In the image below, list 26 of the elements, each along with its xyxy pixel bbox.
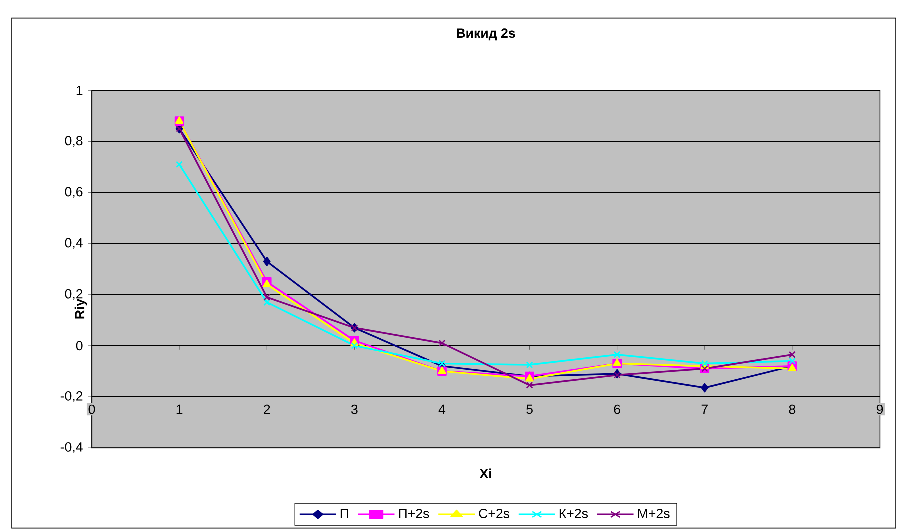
y-axis-title: Riy — [74, 299, 88, 319]
x-tick-label: 5 — [526, 404, 533, 414]
legend-label: П+2s — [399, 508, 430, 518]
y-tick-label: 0,2 — [65, 289, 83, 300]
y-tick-label: 0,8 — [65, 136, 83, 148]
x-tick-label: 2 — [264, 404, 270, 414]
x-tick-label: 3 — [351, 404, 358, 414]
x-tick-label: 6 — [614, 404, 620, 414]
y-tick-label: -0,4 — [60, 442, 83, 454]
y-tick-label: -0,2 — [60, 391, 83, 402]
y-tick-label: 0,4 — [65, 238, 83, 250]
legend-label: К+2s — [560, 508, 588, 518]
chart-title: Викид 2s — [457, 28, 516, 41]
x-tick-label: 1 — [176, 404, 183, 414]
x-tick-label: 8 — [789, 404, 796, 414]
x-tick-label: 4 — [438, 404, 446, 414]
legend-label: М+2s — [638, 508, 670, 518]
legend-label: С+2s — [479, 508, 510, 518]
x-tick-label: 9 — [876, 404, 884, 414]
x-axis-title: Xi — [480, 468, 492, 478]
legend-label: П — [340, 509, 348, 518]
y-tick-label: 0,6 — [65, 187, 83, 198]
y-tick-label: 1 — [76, 86, 83, 96]
x-tick-label: 0 — [88, 404, 96, 414]
y-tick-label: 0 — [76, 341, 83, 351]
x-tick-label: 7 — [702, 404, 708, 414]
